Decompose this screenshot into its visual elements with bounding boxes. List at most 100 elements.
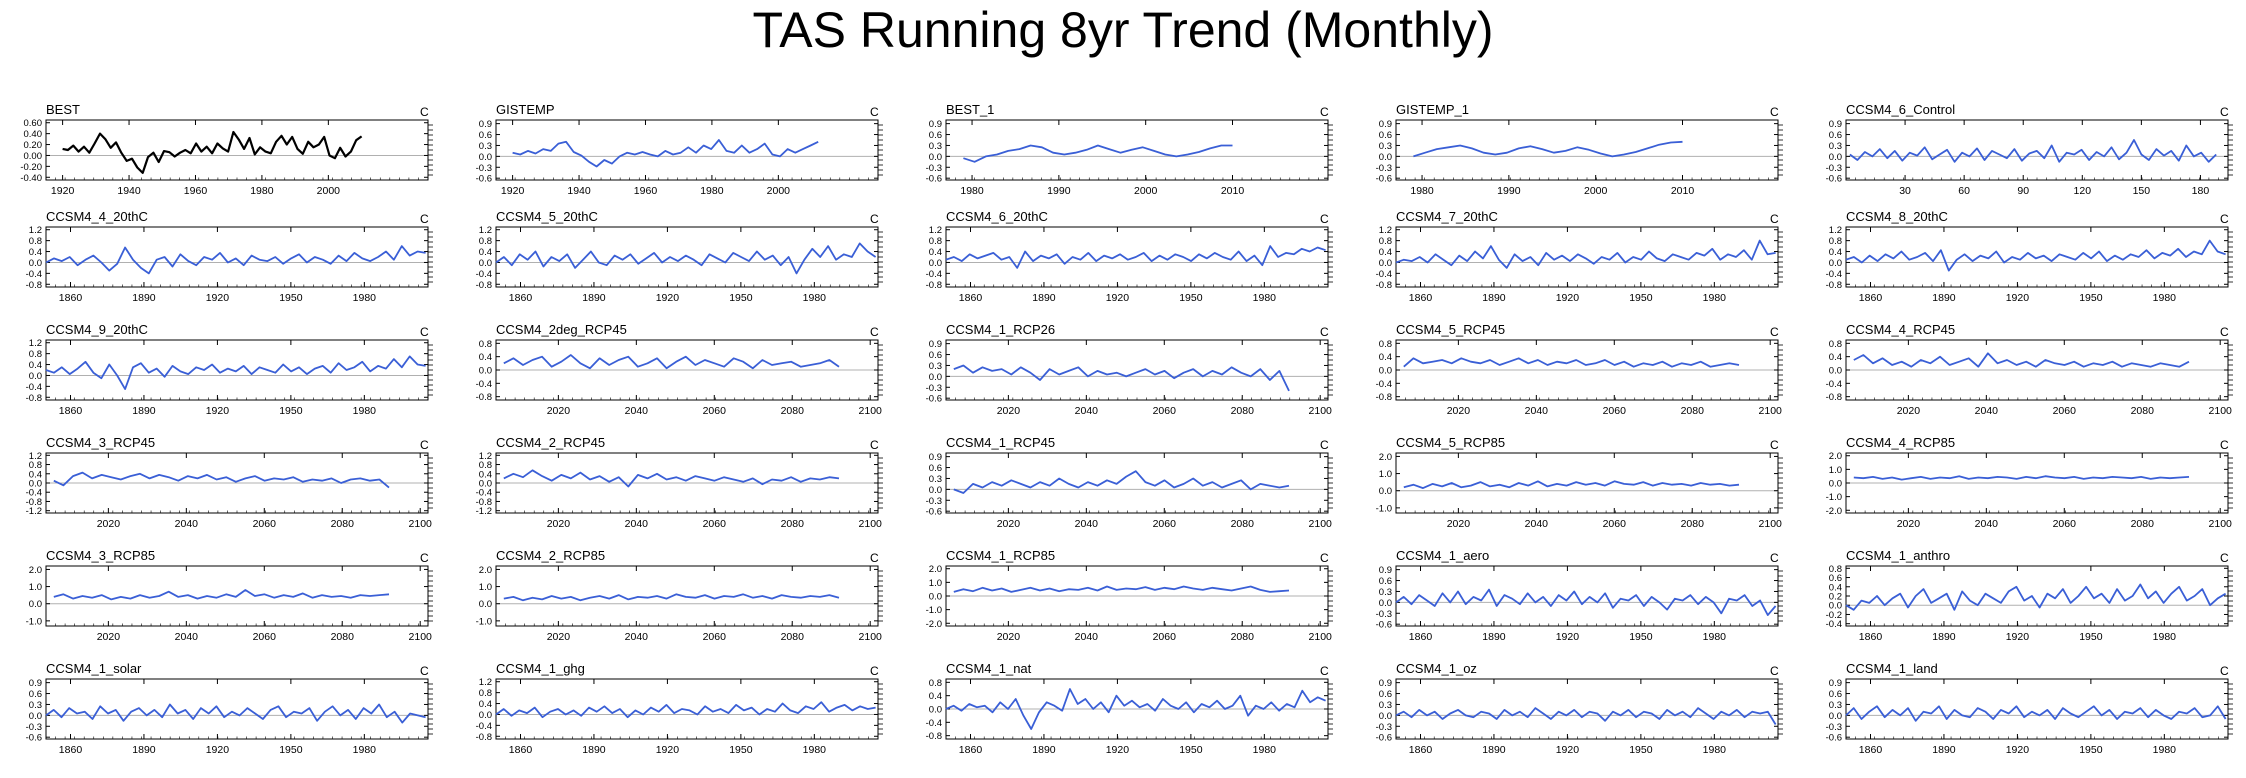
y-tick-label: 0.8 <box>1829 339 1842 350</box>
panel-units: C <box>2220 325 2229 339</box>
panel-gistemp: GISTEMP C 0.90.60.30.0-0.3-0.6 1920 1940 1960… <box>476 102 883 197</box>
y-tick-label: -0.4 <box>1826 269 1842 280</box>
x-tick-label: 1980 <box>353 405 377 417</box>
y-tick-label: -0.2 <box>1826 610 1842 621</box>
x-tick-label: 1980 <box>2153 292 2177 304</box>
panel-ccsm4-8-20thc: CCSM4_8_20thC C 1.20.80.40.0-0.4-0.8 1860 18… <box>1826 209 2233 304</box>
panel-ccsm4-1-ghg: CCSM4_1_ghg C 1.20.80.40.0-0.4-0.8 1860 1890… <box>476 661 883 756</box>
panel-ccsm4-3-rcp45: CCSM4_3_RCP45 C 1.20.80.40.0-0.4-0.8-1.2 20… <box>26 435 433 530</box>
y-tick-label: 1.0 <box>479 582 492 593</box>
plot-frame <box>1845 119 2229 181</box>
y-tick-label: -1.2 <box>26 506 42 517</box>
x-tick-label: 2100 <box>1309 518 1333 530</box>
x-tick-label: 1980 <box>1703 744 1727 756</box>
y-tick-label: 0.4 <box>1829 352 1842 363</box>
y-tick-label: -2.0 <box>926 619 942 630</box>
panel-ccsm4-1-solar: CCSM4_1_solar C 0.90.60.30.0-0.3-0.6 1860 18… <box>26 661 433 756</box>
y-tick-label: -0.4 <box>1826 379 1842 390</box>
y-tick-label: 0.9 <box>29 678 42 689</box>
y-tick-label: 0.9 <box>1379 678 1392 689</box>
x-tick-label: 2040 <box>625 518 649 530</box>
panel-units: C <box>420 438 429 452</box>
y-tick-label: -0.8 <box>476 497 492 508</box>
panel-title: CCSM4_1_RCP85 <box>946 548 1055 563</box>
x-tick-label: 2060 <box>1153 631 1177 643</box>
x-tick-label: 2100 <box>1759 518 1783 530</box>
y-tick-label: 0.6 <box>1379 576 1392 587</box>
panel-units: C <box>1320 325 1329 339</box>
panel-title: BEST <box>46 102 80 117</box>
x-tick-label: 2080 <box>2131 518 2155 530</box>
series-line <box>963 144 1233 163</box>
y-tick-label: -0.3 <box>926 496 942 507</box>
y-tick-label: 2.0 <box>29 565 42 576</box>
panel-title: CCSM4_1_anthro <box>1846 548 1950 563</box>
y-tick-label: 0.8 <box>479 339 492 350</box>
y-tick-label: 0.4 <box>479 352 492 363</box>
series-line <box>1845 583 2227 611</box>
x-tick-label: 30 <box>1899 185 1911 197</box>
y-tick-label: 0.4 <box>1829 582 1842 593</box>
x-tick-label: 1950 <box>279 292 303 304</box>
panel-ccsm4-1-anthro: CCSM4_1_anthro C 0.80.60.40.20.0-0.2-0.4 18… <box>1826 548 2233 643</box>
y-tick-label: 0.6 <box>929 130 942 141</box>
x-tick-label: 1950 <box>729 292 753 304</box>
x-tick-label: 1860 <box>509 292 533 304</box>
x-tick-label: 1950 <box>2079 631 2103 643</box>
x-tick-label: 2020 <box>1447 405 1471 417</box>
y-tick-label: 0.8 <box>29 349 42 360</box>
y-tick-label: 0.6 <box>479 130 492 141</box>
panel-ccsm4-2-rcp45: CCSM4_2_RCP45 C 1.20.80.40.0-0.4-0.8-1.2 20… <box>476 435 883 530</box>
y-tick-label: 0.0 <box>479 152 492 163</box>
panel-ccsm4-1-rcp85: CCSM4_1_RCP85 C 2.0 1.0 0.0 -1.0 -2.0 2020 2040 2… <box>926 548 1333 643</box>
x-tick-label: 2060 <box>2053 518 2077 530</box>
y-tick-label: 0.6 <box>929 463 942 474</box>
x-tick-label: 1860 <box>59 744 83 756</box>
y-tick-label: 1.2 <box>29 338 42 349</box>
y-tick-label: -0.3 <box>476 163 492 174</box>
plot-frame <box>45 119 429 181</box>
x-tick-label: 1980 <box>250 185 274 197</box>
y-tick-label: -0.6 <box>1376 174 1392 185</box>
panel-title: CCSM4_1_aero <box>1396 548 1489 563</box>
y-tick-label: 0.0 <box>1379 711 1392 722</box>
x-tick-label: 1920 <box>1106 292 1130 304</box>
y-tick-label: 1.2 <box>479 225 492 236</box>
series-line <box>1853 475 2190 481</box>
x-tick-label: 1980 <box>353 292 377 304</box>
y-tick-label: 0.0 <box>29 599 42 610</box>
x-tick-label: 1980 <box>2153 744 2177 756</box>
x-tick-label: 2000 <box>1134 185 1158 197</box>
x-tick-label: 2040 <box>1525 405 1549 417</box>
x-tick-label: 2100 <box>859 405 883 417</box>
y-tick-label: -0.4 <box>26 382 42 393</box>
x-tick-label: 1860 <box>959 292 983 304</box>
y-tick-label: 0.0 <box>479 710 492 721</box>
y-tick-label: 0.0 <box>929 485 942 496</box>
y-tick-label: 0.0 <box>929 705 942 716</box>
panel-title: CCSM4_5_20thC <box>496 209 598 224</box>
x-tick-label: 1920 <box>2006 292 2030 304</box>
series-line <box>495 242 877 275</box>
x-tick-label: 2080 <box>331 518 355 530</box>
x-tick-label: 1920 <box>501 185 525 197</box>
y-tick-label: 0.6 <box>29 689 42 700</box>
x-tick-label: 2060 <box>253 631 277 643</box>
x-tick-label: 1980 <box>700 185 724 197</box>
x-tick-label: 1890 <box>582 292 606 304</box>
x-tick-label: 2080 <box>781 631 805 643</box>
y-tick-label: -1.0 <box>1376 503 1392 514</box>
y-tick-label: 0.00 <box>24 151 43 162</box>
y-tick-label: -0.8 <box>476 732 492 743</box>
panel-ccsm4-1-rcp45: CCSM4_1_RCP45 C 0.90.60.30.0-0.3-0.6 2020 20… <box>926 435 1333 530</box>
y-tick-label: 1.0 <box>29 582 42 593</box>
panel-title: CCSM4_2_RCP85 <box>496 548 605 563</box>
x-tick-label: 1920 <box>206 292 230 304</box>
x-tick-label: 1920 <box>656 744 680 756</box>
panel-ccsm4-4-rcp85: CCSM4_4_RCP85 C 2.0 1.0 0.0 -1.0 -2.0 2020 2040 2… <box>1826 435 2233 530</box>
panel-title: BEST_1 <box>946 102 994 117</box>
panel-title: CCSM4_4_20thC <box>46 209 148 224</box>
y-tick-label: 0.0 <box>1379 258 1392 269</box>
plot-frame <box>495 678 879 740</box>
